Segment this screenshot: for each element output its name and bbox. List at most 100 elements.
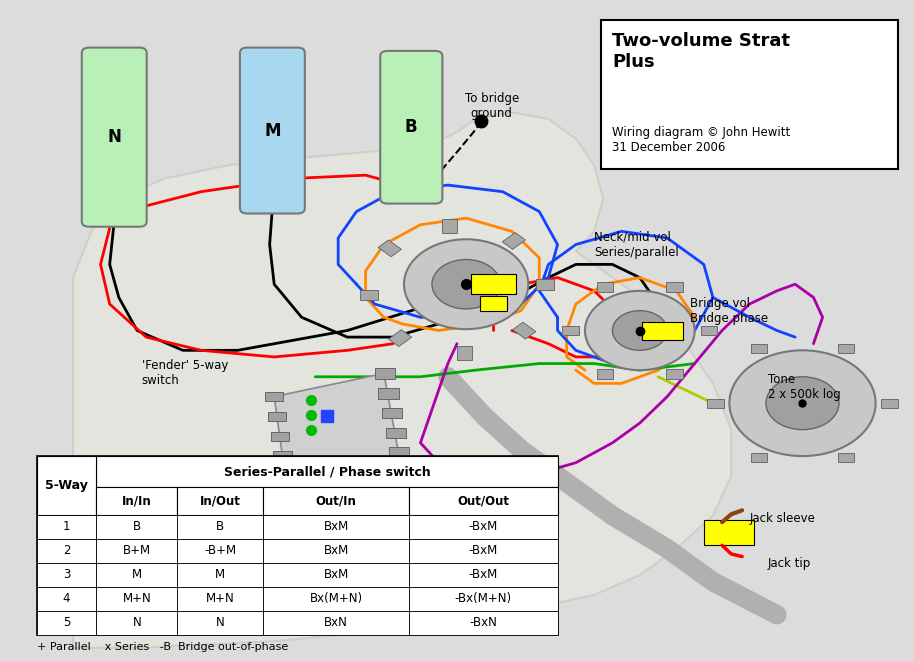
Text: B: B bbox=[405, 118, 418, 136]
Bar bbox=[389, 447, 409, 458]
Bar bbox=[268, 412, 286, 421]
Text: 'Fender' 5-way
switch: 'Fender' 5-way switch bbox=[142, 360, 228, 387]
Bar bbox=[97, 487, 177, 515]
Text: -Bx(M+N): -Bx(M+N) bbox=[455, 592, 512, 605]
Text: Neck/mid vol
Series/parallel: Neck/mid vol Series/parallel bbox=[594, 231, 679, 258]
Text: BxM: BxM bbox=[324, 568, 349, 581]
Bar bbox=[37, 587, 97, 611]
Bar bbox=[37, 515, 97, 539]
Text: Tone
2 x 500k log: Tone 2 x 500k log bbox=[768, 373, 841, 401]
Bar bbox=[837, 344, 854, 354]
Bar bbox=[263, 539, 409, 563]
Text: To bridge
ground: To bridge ground bbox=[464, 92, 519, 120]
Text: B: B bbox=[133, 520, 141, 533]
Text: N: N bbox=[107, 128, 122, 146]
Bar bbox=[597, 282, 613, 292]
Text: -BxM: -BxM bbox=[469, 520, 498, 533]
Circle shape bbox=[432, 260, 500, 309]
Text: In/Out: In/Out bbox=[200, 494, 240, 508]
Bar bbox=[378, 388, 399, 399]
Text: 4: 4 bbox=[63, 592, 70, 605]
Bar bbox=[513, 322, 536, 339]
Text: B+M: B+M bbox=[122, 545, 151, 557]
Text: M: M bbox=[132, 568, 142, 581]
Text: 5-Way: 5-Way bbox=[45, 479, 88, 492]
Bar bbox=[707, 399, 724, 408]
Bar bbox=[271, 432, 289, 441]
Text: Jack tip: Jack tip bbox=[768, 557, 811, 570]
Bar bbox=[666, 282, 683, 292]
Text: B: B bbox=[216, 520, 224, 533]
Bar bbox=[409, 515, 558, 539]
Text: BxN: BxN bbox=[324, 616, 348, 629]
Bar bbox=[265, 392, 283, 401]
Bar bbox=[97, 456, 558, 487]
Bar bbox=[471, 274, 516, 294]
Bar bbox=[409, 563, 558, 587]
Bar bbox=[37, 563, 97, 587]
FancyBboxPatch shape bbox=[239, 48, 304, 214]
Text: 5: 5 bbox=[63, 616, 70, 629]
Bar bbox=[409, 611, 558, 635]
Bar bbox=[409, 487, 558, 515]
Text: 3: 3 bbox=[63, 568, 70, 581]
Text: 2: 2 bbox=[63, 545, 70, 557]
Bar bbox=[382, 408, 402, 418]
Bar bbox=[378, 240, 401, 257]
Text: Bridge vol
Bridge phase: Bridge vol Bridge phase bbox=[690, 297, 768, 325]
Text: M: M bbox=[215, 568, 225, 581]
FancyBboxPatch shape bbox=[380, 51, 442, 204]
Bar bbox=[177, 487, 263, 515]
Bar bbox=[177, 515, 263, 539]
Text: -BxM: -BxM bbox=[469, 545, 498, 557]
Bar bbox=[409, 587, 558, 611]
Text: In/In: In/In bbox=[122, 494, 152, 508]
Text: Two-volume Strat
Plus: Two-volume Strat Plus bbox=[612, 32, 791, 71]
Bar bbox=[97, 563, 177, 587]
Bar bbox=[37, 611, 97, 635]
Bar bbox=[751, 453, 767, 462]
Text: -BxN: -BxN bbox=[470, 616, 497, 629]
Text: Out/Out: Out/Out bbox=[457, 494, 509, 508]
Bar bbox=[457, 346, 472, 360]
Bar bbox=[177, 611, 263, 635]
Circle shape bbox=[729, 350, 876, 456]
Bar bbox=[480, 296, 507, 311]
Text: Jack sleeve: Jack sleeve bbox=[749, 512, 815, 525]
Bar bbox=[666, 369, 683, 379]
Text: Series-Parallel / Phase switch: Series-Parallel / Phase switch bbox=[224, 465, 430, 478]
Bar bbox=[881, 399, 898, 408]
Polygon shape bbox=[73, 112, 731, 648]
Bar bbox=[177, 539, 263, 563]
Bar bbox=[273, 451, 292, 461]
Text: 1: 1 bbox=[63, 520, 70, 533]
Circle shape bbox=[585, 291, 695, 370]
Bar bbox=[37, 456, 558, 635]
Bar bbox=[597, 369, 613, 379]
Bar bbox=[263, 587, 409, 611]
Text: N: N bbox=[216, 616, 225, 629]
Text: M+N: M+N bbox=[122, 592, 151, 605]
Bar bbox=[536, 279, 554, 290]
Text: -B+M: -B+M bbox=[204, 545, 236, 557]
Bar bbox=[701, 326, 717, 335]
Text: N: N bbox=[133, 616, 142, 629]
Text: BxM: BxM bbox=[324, 520, 349, 533]
Bar bbox=[279, 491, 297, 500]
Bar bbox=[502, 233, 526, 249]
Bar bbox=[642, 322, 683, 340]
FancyBboxPatch shape bbox=[82, 48, 146, 227]
Text: M: M bbox=[264, 122, 281, 139]
Bar bbox=[442, 219, 457, 233]
Bar bbox=[97, 539, 177, 563]
Bar bbox=[375, 368, 395, 379]
Bar bbox=[177, 587, 263, 611]
Bar bbox=[409, 539, 558, 563]
Bar bbox=[37, 539, 97, 563]
Circle shape bbox=[404, 239, 528, 329]
Bar bbox=[704, 520, 754, 545]
Bar bbox=[263, 563, 409, 587]
Bar bbox=[37, 456, 97, 515]
Bar bbox=[837, 453, 854, 462]
Bar bbox=[263, 515, 409, 539]
